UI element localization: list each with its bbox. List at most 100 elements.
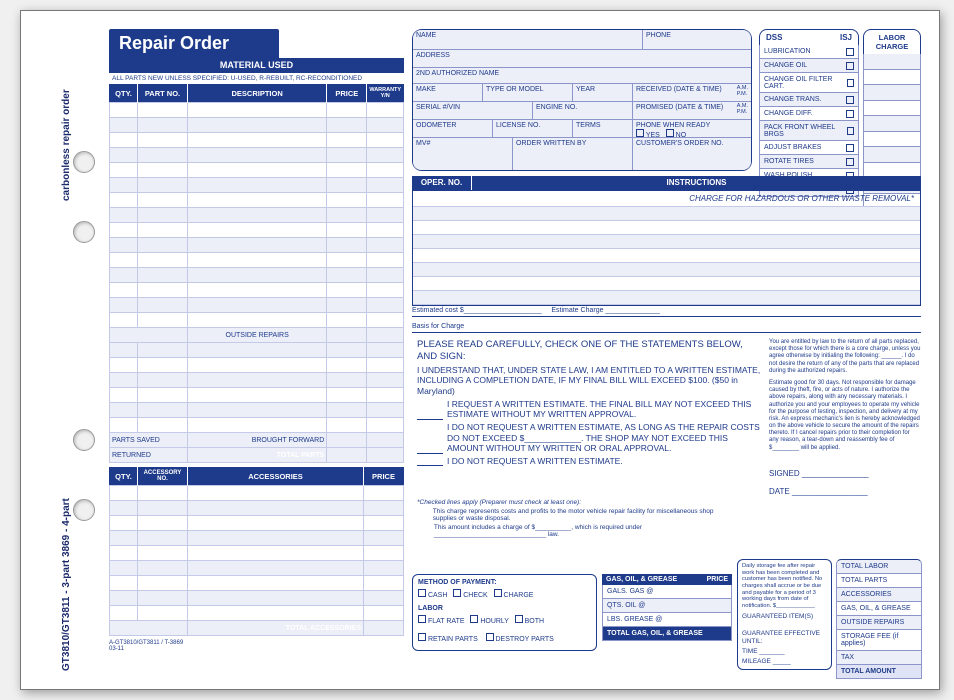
service-row[interactable]: ROTATE TIRES xyxy=(759,155,859,169)
field-serial[interactable]: SERIAL #/VIN xyxy=(413,102,533,120)
payment-head: METHOD OF PAYMENT: xyxy=(418,579,591,586)
field-promised[interactable]: PROMISED (DATE & TIME)A.M.P.M. xyxy=(633,102,751,120)
gas-h1: GAS, OIL, & GREASE xyxy=(606,576,707,583)
total-parts-label: TOTAL PARTS xyxy=(188,448,327,463)
field-terms[interactable]: TERMS xyxy=(573,120,633,138)
field-received[interactable]: RECEIVED (DATE & TIME)A.M.P.M. xyxy=(633,84,751,102)
field-type[interactable]: TYPE OR MODEL xyxy=(483,84,573,102)
field-license[interactable]: LICENSE NO. xyxy=(493,120,573,138)
service-row[interactable]: LUBRICATION xyxy=(759,45,859,59)
total-acc-label: TOTAL ACCESSORIES xyxy=(188,621,364,636)
signed-line[interactable]: SIGNED _______________ xyxy=(769,469,921,478)
total-amount: TOTAL AMOUNT xyxy=(836,665,922,679)
totals-row: TOTAL LABOR xyxy=(836,559,922,574)
svc-h1: DSS xyxy=(766,33,782,42)
form-code: A-GT3810/GT3811 / T-386903-11 xyxy=(109,640,404,652)
field-year[interactable]: YEAR xyxy=(573,84,633,102)
field-name[interactable]: NAME xyxy=(413,30,643,50)
guarantee-until: GUARANTEE EFFECTIVE UNTIL: xyxy=(742,630,827,645)
gas-row[interactable]: GALS. GAS @ xyxy=(602,585,732,599)
totals-row: TOTAL PARTS xyxy=(836,574,922,588)
field-odometer[interactable]: ODOMETER xyxy=(413,120,493,138)
brought-forward-label: BROUGHT FORWARD xyxy=(188,433,327,448)
form-sheet: carbonless repair order GT3810/GT3811 - … xyxy=(20,10,940,690)
field-phone[interactable]: PHONE xyxy=(643,30,751,50)
customer-panel: NAME PHONE ADDRESS 2ND AUTHORIZED NAME M… xyxy=(412,29,752,171)
punch-hole xyxy=(73,499,95,521)
material-note: ALL PARTS NEW UNLESS SPECIFIED: U-USED, … xyxy=(109,72,404,84)
service-row[interactable]: CHANGE DIFF. xyxy=(759,107,859,121)
gas-h2: PRICE xyxy=(707,576,728,583)
parts-table: QTY. PART NO. DESCRIPTION PRICE WARRANTY… xyxy=(109,84,404,463)
instructions-body: CHARGE FOR HAZARDOUS OR OTHER WASTE REMO… xyxy=(412,190,921,306)
labor-options[interactable]: FLAT RATE HOURLY BOTH xyxy=(418,615,591,625)
stmt-head: PLEASE READ CAREFULLY, CHECK ONE OF THE … xyxy=(417,339,762,363)
punch-hole xyxy=(73,429,95,451)
storage-text: Daily storage fee after repair work has … xyxy=(742,563,827,610)
col-price: PRICE xyxy=(364,467,404,486)
oper-no-label: OPER. NO. xyxy=(412,176,472,190)
date-line[interactable]: DATE _________________ xyxy=(769,487,921,496)
parts-disposition[interactable]: RETAIN PARTS DESTROY PARTS xyxy=(418,633,591,643)
instructions-label: INSTRUCTIONS xyxy=(472,176,921,190)
side-text-bottom: GT3810/GT3811 - 3-part 3869 - 4-part xyxy=(61,498,72,671)
field-address[interactable]: ADDRESS xyxy=(413,50,751,68)
legal-p2: Estimate good for 30 days. Not responsib… xyxy=(769,380,921,452)
gas-box: GAS, OIL, & GREASEPRICE GALS. GAS @QTS. … xyxy=(602,574,732,641)
payment-box: METHOD OF PAYMENT: CASH CHECK CHARGE LAB… xyxy=(412,574,597,651)
basis-row[interactable]: Basis for Charge xyxy=(412,321,921,333)
statement-block: PLEASE READ CAREFULLY, CHECK ONE OF THE … xyxy=(417,339,762,468)
field-engine[interactable]: ENGINE NO. xyxy=(533,102,633,120)
labor-head: LABOR xyxy=(418,605,591,612)
gas-row[interactable]: LBS. GREASE @ xyxy=(602,613,732,627)
col-qty: QTY. xyxy=(110,84,138,103)
legal-block: You are entitled by law to the return of… xyxy=(769,339,921,452)
left-panel: Repair Order MATERIAL USED ALL PARTS NEW… xyxy=(109,29,404,671)
form-content: Repair Order MATERIAL USED ALL PARTS NEW… xyxy=(109,29,927,671)
service-row[interactable]: CHANGE OIL xyxy=(759,59,859,73)
service-row[interactable]: CHANGE TRANS. xyxy=(759,93,859,107)
totals-box: TOTAL LABORTOTAL PARTSACCESSORIESGAS, OI… xyxy=(836,559,922,679)
punch-hole xyxy=(73,221,95,243)
payment-methods[interactable]: CASH CHECK CHARGE xyxy=(418,589,591,599)
storage-box: Daily storage fee after repair work has … xyxy=(737,559,832,670)
col-accno: ACCESSORY NO. xyxy=(138,467,188,486)
estimate-row[interactable]: Estimated cost $____________________ Est… xyxy=(412,305,921,317)
totals-row: GAS, OIL, & GREASE xyxy=(836,602,922,616)
col-partno: PART NO. xyxy=(138,84,188,103)
col-warranty: WARRANTY Y/N xyxy=(367,84,404,103)
stmt-opt1[interactable]: I REQUEST A WRITTEN ESTIMATE. THE FINAL … xyxy=(417,399,762,420)
legal-p1: You are entitled by law to the return of… xyxy=(769,339,921,375)
stmt-opt3[interactable]: I DO NOT REQUEST A WRITTEN ESTIMATE. xyxy=(417,456,762,467)
col-desc: DESCRIPTION xyxy=(188,84,327,103)
field-mv[interactable]: MV# xyxy=(413,138,513,170)
punch-hole xyxy=(73,151,95,173)
stmt-opt2[interactable]: I DO NOT REQUEST A WRITTEN ESTIMATE, AS … xyxy=(417,422,762,454)
outside-repairs-label: OUTSIDE REPAIRS xyxy=(188,328,327,343)
gas-row[interactable]: QTS. OIL @ xyxy=(602,599,732,613)
field-cust-order[interactable]: CUSTOMER'S ORDER NO. xyxy=(633,138,751,170)
field-written-by[interactable]: ORDER WRITTEN BY xyxy=(513,138,633,170)
totals-row: STORAGE FEE (if applies) xyxy=(836,630,922,651)
returned-label: RETURNED xyxy=(110,448,188,463)
form-title: Repair Order xyxy=(109,29,279,58)
guaranteed-items: GUARANTEED ITEM(S) xyxy=(742,613,827,620)
col-acc: ACCESSORIES xyxy=(188,467,364,486)
service-row[interactable]: ADJUST BRAKES xyxy=(759,141,859,155)
field-phone-ready[interactable]: PHONE WHEN READY YES NO xyxy=(633,120,751,138)
totals-row: TAX xyxy=(836,651,922,665)
service-row[interactable]: PACK FRONT WHEEL BRGS xyxy=(759,121,859,141)
col-qty: QTY. xyxy=(110,467,138,486)
accessories-table: QTY. ACCESSORY NO. ACCESSORIES PRICE TOT… xyxy=(109,467,404,636)
labor-header: LABOR CHARGE xyxy=(863,29,921,54)
material-header: MATERIAL USED xyxy=(109,58,404,72)
side-text-top: carbonless repair order xyxy=(61,89,72,201)
field-make[interactable]: MAKE xyxy=(413,84,483,102)
instructions-header: OPER. NO. INSTRUCTIONS xyxy=(412,176,921,190)
service-row[interactable]: CHANGE OIL FILTER CART. xyxy=(759,73,859,93)
col-price: PRICE xyxy=(327,84,367,103)
checked-lines: *Checked lines apply (Preparer must chec… xyxy=(417,499,717,538)
field-auth2[interactable]: 2ND AUTHORIZED NAME xyxy=(413,68,751,84)
totals-row: OUTSIDE REPAIRS xyxy=(836,616,922,630)
totals-row: ACCESSORIES xyxy=(836,588,922,602)
